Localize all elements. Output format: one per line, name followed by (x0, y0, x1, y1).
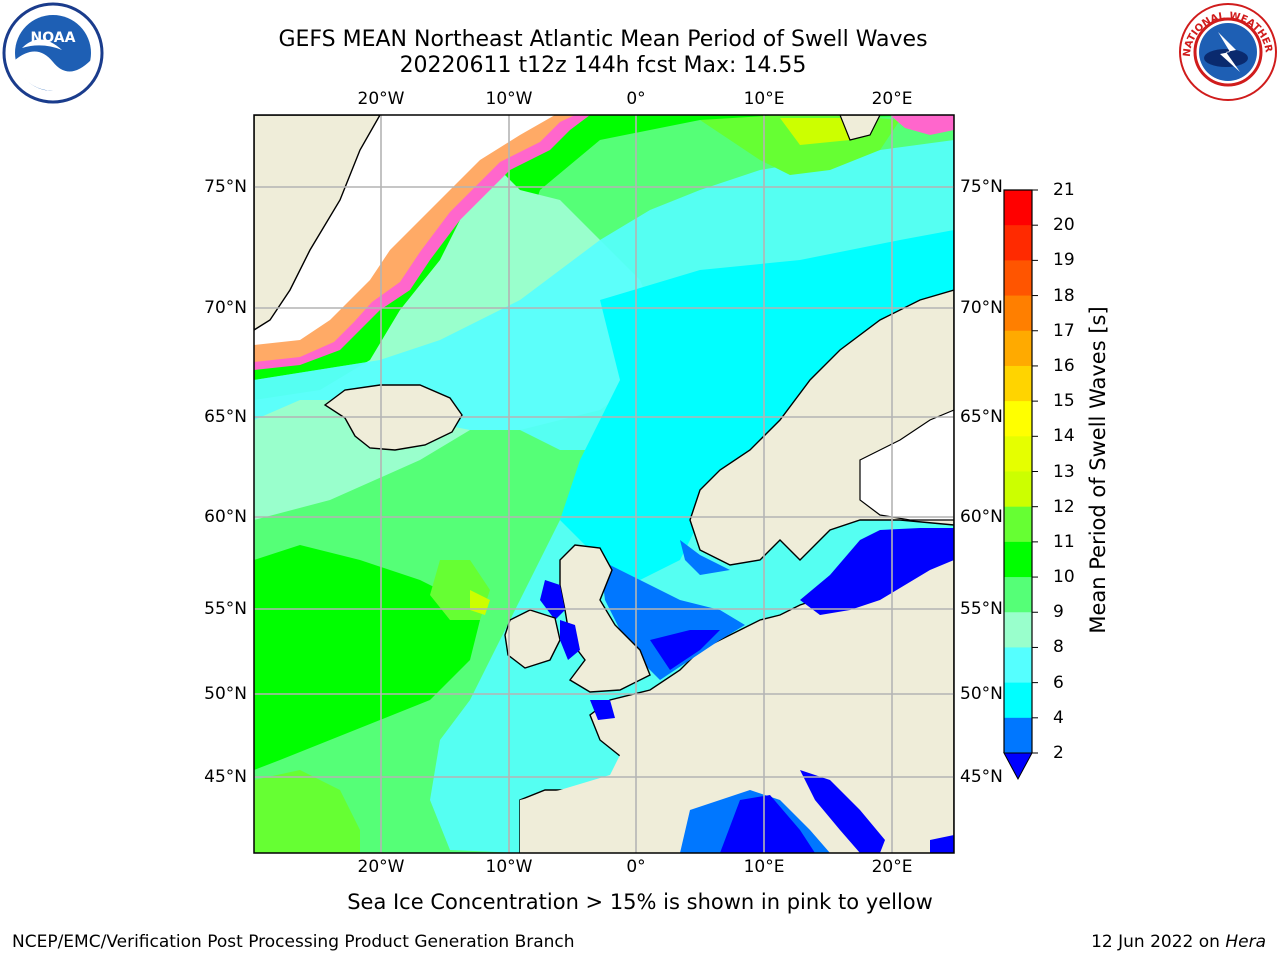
colorbar-segment (1004, 436, 1032, 472)
lon-label: 20°W (357, 857, 405, 877)
colorbar-segment (1004, 190, 1032, 226)
lat-label: 45°N (960, 767, 1003, 787)
lon-label: 10°E (743, 857, 785, 877)
credit-right: 12 Jun 2022 on Hera (1091, 932, 1266, 952)
colorbar-tick-label: 21 (1053, 180, 1075, 200)
credit-host: Hera (1225, 932, 1266, 952)
colorbar (1003, 189, 1038, 781)
colorbar-tick-label: 14 (1053, 426, 1075, 447)
lon-label: 20°W (357, 89, 405, 109)
colorbar-segment (1004, 365, 1032, 402)
colorbar-tick-label: 6 (1053, 672, 1064, 693)
colorbar-segment (1004, 647, 1032, 684)
colorbar-tick-label: 18 (1053, 285, 1075, 306)
colorbar-segment (1004, 506, 1032, 543)
lat-label: 45°N (204, 767, 247, 787)
colorbar-tick-label: 12 (1053, 496, 1075, 517)
chart-title: GEFS MEAN Northeast Atlantic Mean Period… (278, 27, 928, 52)
svg-text:NOAA: NOAA (31, 30, 76, 46)
credit-date: 12 Jun 2022 on (1091, 932, 1226, 952)
nws-logo: NATIONAL WEATHER SERVICE (1178, 2, 1277, 101)
lon-label: 10°W (485, 857, 533, 877)
lat-label: 55°N (204, 599, 247, 619)
lon-label: 0° (626, 857, 646, 877)
lat-label: 70°N (960, 298, 1003, 318)
lat-label: 70°N (204, 298, 247, 318)
map-frame (253, 114, 955, 854)
colorbar-segment (1004, 682, 1032, 719)
colorbar-tick-label: 11 (1053, 531, 1075, 552)
colorbar-segment (1004, 541, 1032, 578)
lat-label: 65°N (204, 407, 247, 427)
colorbar-tick-label: 20 (1053, 215, 1075, 236)
colorbar-tick-label: 10 (1053, 567, 1075, 588)
colorbar-tick-label: 13 (1053, 461, 1075, 482)
ireland (504, 609, 561, 669)
colorbar-segment (1004, 577, 1032, 613)
colorbar-segment (1004, 260, 1032, 297)
colorbar-tick-label: 4 (1053, 707, 1064, 728)
lat-label: 60°N (960, 507, 1003, 527)
chart-subtitle: 20220611 t12z 144h fcst Max: 14.55 (399, 53, 807, 78)
colorbar-extend-arrow (1003, 752, 1033, 781)
graticule (254, 115, 954, 853)
colorbar-segment (1004, 717, 1032, 754)
colorbar-segment (1004, 330, 1032, 367)
lon-label: 10°W (485, 89, 533, 109)
colorbar-segment (1004, 612, 1032, 648)
colorbar-tick-label: 17 (1053, 320, 1075, 341)
colorbar-tick-label: 15 (1053, 391, 1075, 412)
lat-label: 75°N (204, 177, 247, 197)
colorbar-segment (1004, 295, 1032, 332)
lon-label: 0° (626, 89, 646, 109)
colorbar-tick-label: 19 (1053, 250, 1075, 271)
colorbar-tick-label: 16 (1053, 355, 1075, 376)
lat-label: 50°N (204, 684, 247, 704)
lat-label: 55°N (960, 599, 1003, 619)
lat-label: 50°N (960, 684, 1003, 704)
colorbar-tick-label: 9 (1053, 602, 1064, 623)
lat-label: 75°N (960, 177, 1003, 197)
credit-left: NCEP/EMC/Verification Post Processing Pr… (12, 932, 575, 952)
sea-ice-footnote: Sea Ice Concentration > 15% is shown in … (0, 890, 1280, 914)
lon-label: 10°E (743, 89, 785, 109)
lat-label: 65°N (960, 407, 1003, 427)
colorbar-segment (1004, 471, 1032, 508)
lon-label: 20°E (871, 857, 913, 877)
colorbar-segment (1004, 401, 1032, 437)
sea-ice-footnote-text: Sea Ice Concentration > 15% is shown in … (347, 890, 933, 914)
lat-label: 60°N (204, 507, 247, 527)
colorbar-tick-label: 8 (1053, 637, 1064, 658)
colorbar-segment (1004, 225, 1032, 261)
noaa-logo: NOAA (2, 2, 104, 104)
colorbar-tick-label: 2 (1053, 743, 1064, 763)
lon-label: 20°E (871, 89, 913, 109)
colorbar-title: Mean Period of Swell Waves [s] (1086, 306, 1110, 634)
